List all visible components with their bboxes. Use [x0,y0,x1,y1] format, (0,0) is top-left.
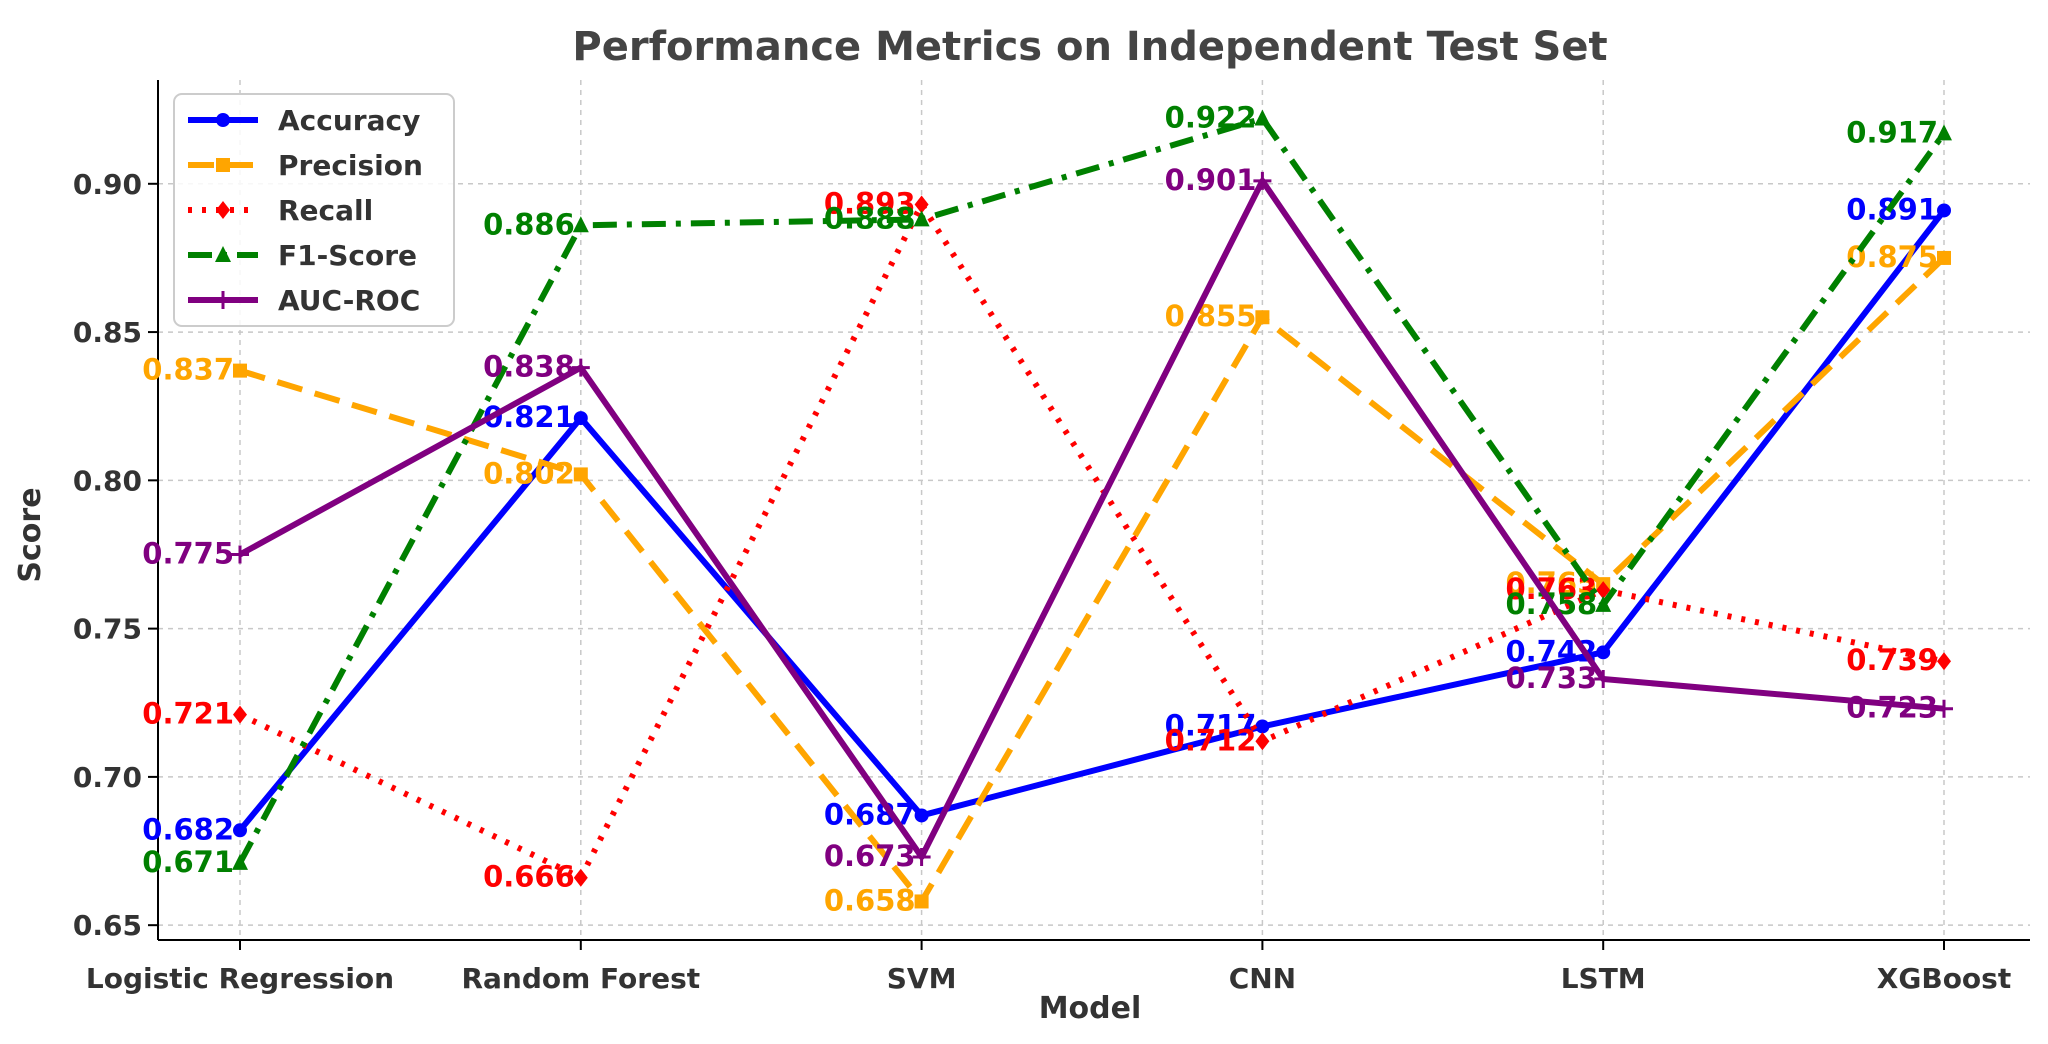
data-label-precision: 0.855 [1165,299,1257,333]
series-line-accuracy [237,208,1947,833]
data-point-accuracy [1596,645,1611,660]
data-point-f1-score [1254,109,1271,126]
data-label-auc-roc: 0.733 [1505,661,1597,695]
y-tick-label: 0.80 [73,464,142,497]
data-label-auc-roc: 0.838 [483,350,575,384]
data-point-recall [573,868,588,887]
data-label-f1-score: 0.917 [1846,115,1938,149]
data-point-recall [914,195,929,214]
data-label-auc-roc: 0.901 [1165,163,1257,197]
legend-label-accuracy: Accuracy [278,104,420,137]
x-tick-label: XGBoost [1877,962,2011,995]
data-label-auc-roc: 0.673 [824,839,916,873]
x-tick-label: LSTM [1561,962,1646,995]
data-label-f1-score: 0.888 [824,201,916,235]
data-point-f1-score [913,210,930,227]
y-tick-label: 0.65 [73,909,142,942]
data-point-precision [573,467,588,482]
data-label-precision: 0.658 [824,883,916,917]
data-point-f1-score [1595,595,1612,612]
data-point-f1-score [232,853,248,870]
data-label-f1-score: 0.922 [1165,101,1257,135]
data-point-precision [233,363,247,378]
plot-area: 0.65 0.70 0.75 0.80 0.85 0.90 Logistic Regress… [73,80,2030,995]
y-tick-label: 0.70 [73,761,142,794]
legend-marker-f1-score [215,246,231,262]
y-tick-label: 0.90 [73,168,142,201]
data-point-auc-roc [1594,670,1613,689]
y-axis-label: Score [13,487,48,582]
data-label-auc-roc: 0.775 [142,536,234,570]
legend: Accuracy Precision Recall F1-Score AUC-ROC [173,93,455,327]
data-point-auc-roc [571,358,590,377]
y-tick-label: 0.85 [73,316,142,349]
data-label-accuracy: 0.821 [483,400,575,434]
series-line-auc-roc [238,177,1945,860]
x-tick-label: Logistic Regression [86,962,394,995]
x-tick-label: Random Forest [461,962,700,995]
legend-marker-recall [216,201,230,219]
data-point-precision [1937,250,1951,265]
legend-label-auc-roc: AUC-ROC [278,284,420,317]
data-point-recall [1596,581,1611,600]
data-point-auc-roc [231,545,249,564]
data-point-f1-score [572,216,589,233]
series-line-recall [238,201,1945,881]
x-axis-label: Model [1039,991,1142,1026]
data-label-recall: 0.893 [824,187,916,221]
data-label-accuracy: 0.682 [142,812,234,846]
legend-marker-accuracy [216,113,230,127]
data-point-recall [1937,652,1951,671]
data-label-recall: 0.666 [483,860,575,894]
data-label-accuracy: 0.717 [1165,708,1257,742]
y-tick-label: 0.75 [73,613,142,646]
data-label-recall: 0.721 [142,697,234,731]
data-point-auc-roc [1253,171,1272,190]
data-point-recall [1255,732,1270,751]
data-label-precision: 0.837 [142,353,234,387]
data-point-precision [914,894,929,909]
data-point-f1-score [1936,124,1952,141]
data-label-auc-roc: 0.723 [1846,691,1938,725]
data-label-f1-score: 0.671 [142,845,234,879]
chart-title: Performance Metrics on Independent Test … [572,24,1607,70]
legend-label-precision: Precision [278,149,423,182]
data-point-accuracy [914,808,929,823]
legend-marker-precision [216,158,230,172]
data-point-precision [1255,310,1270,325]
data-point-accuracy [233,823,247,838]
series-line-f1-score [237,115,1947,865]
data-point-accuracy [1255,719,1270,734]
legend-label-recall: Recall [278,194,373,227]
data-point-recall [233,705,247,724]
data-label-recall: 0.739 [1846,643,1938,677]
data-label-precision: 0.802 [483,456,575,490]
legend-label-f1-score: F1-Score [278,239,417,272]
data-point-accuracy [573,411,588,426]
data-point-auc-roc [912,847,931,866]
legend-marker-auc-roc [214,291,232,309]
data-label-recall: 0.712 [1165,723,1257,757]
x-tick-label: CNN [1229,962,1296,995]
data-label-f1-score: 0.886 [483,207,575,241]
data-point-accuracy [1937,203,1951,218]
legend-box [173,93,455,327]
data-point-auc-roc [1935,699,1953,718]
x-tick-label: SVM [887,962,957,995]
